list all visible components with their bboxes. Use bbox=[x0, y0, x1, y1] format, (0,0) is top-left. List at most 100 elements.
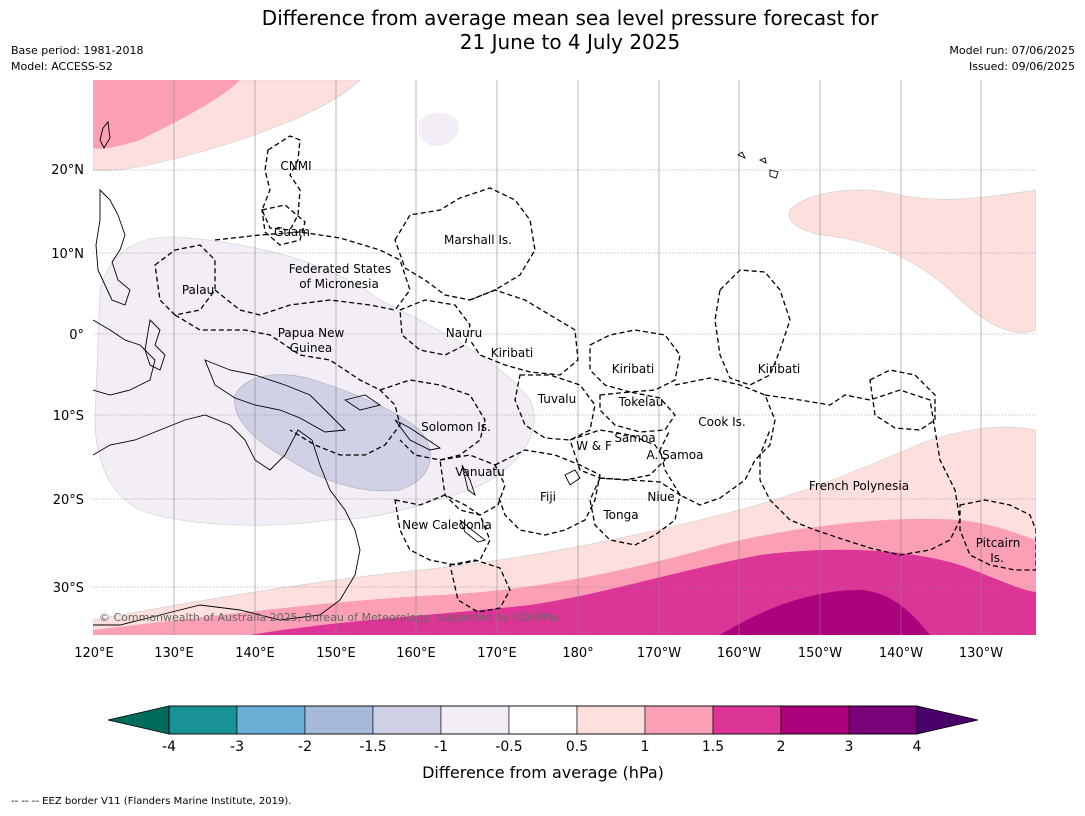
label-cook: Cook Is. bbox=[698, 415, 745, 429]
colorbar-swatches bbox=[168, 705, 918, 735]
title-line-2: 21 June to 4 July 2025 bbox=[459, 30, 681, 54]
colorbar-swatch bbox=[440, 705, 510, 735]
coast-australia bbox=[93, 414, 361, 626]
eez-palau bbox=[154, 244, 216, 316]
label-cnmi: CNMI bbox=[280, 159, 311, 173]
coast-philippines bbox=[95, 188, 131, 306]
map-panel: CNMI Guam Marshall Is. Federated States … bbox=[93, 80, 1036, 635]
eez-fsm bbox=[214, 231, 411, 316]
eez-frenchpoly bbox=[759, 389, 961, 556]
coast-taiwan bbox=[99, 120, 111, 149]
coast-new-guinea bbox=[204, 359, 346, 433]
coast-solomons bbox=[394, 419, 442, 451]
longitude-labels: 120°E 130°E 140°E 150°E 160°E 170°E 180°… bbox=[74, 646, 1003, 661]
lat-label: 30°S bbox=[53, 581, 84, 596]
colorbar-label: Difference from average (hPa) bbox=[422, 763, 664, 782]
label-fsm-line1: Federated States bbox=[289, 262, 391, 276]
anomaly-area-neg-0-5-north bbox=[418, 112, 459, 147]
eez-solomon bbox=[379, 379, 486, 461]
eez-kiribati-east bbox=[714, 269, 791, 386]
label-solomon: Solomon Is. bbox=[421, 420, 491, 434]
coast-new-britain bbox=[343, 394, 382, 411]
lon-label: 160°E bbox=[396, 646, 436, 661]
label-pitcairn-line2: Is. bbox=[990, 551, 1004, 565]
eez-norfolk bbox=[449, 559, 511, 613]
lon-label: 140°E bbox=[235, 646, 275, 661]
copyright-notice: © Commonwealth of Australia 2025, Bureau… bbox=[99, 611, 562, 624]
lon-label: 120°E bbox=[74, 646, 114, 661]
model-run: Model run: 07/06/2025 bbox=[949, 44, 1075, 57]
label-png-line1: Papua New bbox=[278, 326, 345, 340]
label-palau: Palau bbox=[182, 283, 214, 297]
anomaly-area-neg-1-west bbox=[234, 374, 431, 492]
model-name: Model: ACCESS-S2 bbox=[11, 60, 113, 73]
base-period: Base period: 1981-2018 bbox=[11, 44, 144, 57]
colorbar-swatch bbox=[712, 705, 782, 735]
label-nauru: Nauru bbox=[446, 326, 482, 340]
issued-date: Issued: 09/06/2025 bbox=[968, 60, 1075, 73]
lat-label: 0° bbox=[69, 328, 84, 343]
colorbar-outline bbox=[168, 705, 918, 735]
colorbar-tick-labels: -4 -3 -2 -1.5 -1 -0.5 0.5 1 1.5 2 3 4 bbox=[162, 739, 922, 755]
eez-kiribati-west bbox=[469, 289, 579, 376]
eez-cook bbox=[659, 377, 776, 506]
label-tuvalu: Tuvalu bbox=[537, 392, 577, 406]
cb-tick-label: -1.5 bbox=[359, 739, 386, 755]
coast-hawaii bbox=[737, 151, 779, 179]
colorbar-swatch bbox=[304, 705, 374, 735]
map-title: Difference from average mean sea level p… bbox=[0, 6, 1085, 54]
cb-tick-label: 1.5 bbox=[702, 739, 724, 755]
label-kiribati-central: Kiribati bbox=[612, 362, 654, 376]
label-frenchpoly: French Polynesia bbox=[809, 479, 909, 493]
eez-pitcairn bbox=[959, 499, 1036, 571]
cb-tick-label: 3 bbox=[845, 739, 854, 755]
graticule bbox=[93, 80, 1036, 635]
colorbar-swatch bbox=[848, 705, 918, 735]
label-newcal: New Caledonia bbox=[402, 518, 492, 532]
label-kiribati-east: Kiribati bbox=[758, 362, 800, 376]
lon-label: 130°E bbox=[154, 646, 194, 661]
label-asamoa: A. Samoa bbox=[647, 448, 704, 462]
colorbar: -4 -3 -2 -1.5 -1 -0.5 0.5 1 1.5 2 3 4 Di… bbox=[107, 705, 979, 782]
meta-right: Model run: 07/06/2025 Issued: 09/06/2025 bbox=[949, 43, 1075, 75]
lat-label: 10°S bbox=[53, 409, 84, 424]
colorbar-swatch bbox=[372, 705, 442, 735]
coast-borneo-sulawesi bbox=[93, 319, 156, 396]
coast-vanuatu bbox=[461, 464, 476, 497]
title-line-1: Difference from average mean sea level p… bbox=[261, 6, 879, 30]
colorbar-swatch bbox=[644, 705, 714, 735]
meta-left: Base period: 1981-2018 Model: ACCESS-S2 bbox=[11, 43, 143, 75]
label-fsm-line2: of Micronesia bbox=[299, 277, 379, 291]
cb-tick-label: 0.5 bbox=[566, 739, 588, 755]
lon-label: 150°W bbox=[798, 646, 842, 661]
lat-label: 10°N bbox=[51, 247, 84, 262]
label-wf: W & F bbox=[576, 439, 612, 453]
coastlines bbox=[93, 120, 779, 626]
eez-tuvalu bbox=[514, 374, 596, 441]
colorbar-extend-low bbox=[107, 705, 170, 735]
label-tokelau: Tokelau bbox=[618, 395, 664, 409]
anomaly-area-pos-2-south bbox=[720, 590, 930, 635]
lon-label: 170°E bbox=[477, 646, 517, 661]
colorbar-swatch bbox=[168, 705, 238, 735]
eez-footnote: -- -- -- EEZ border V11 (Flanders Marine… bbox=[11, 796, 292, 807]
lon-label: 170°W bbox=[637, 646, 681, 661]
label-fiji: Fiji bbox=[540, 490, 556, 504]
coast-fiji bbox=[564, 469, 581, 486]
lon-label: 180° bbox=[562, 646, 593, 661]
eez-kiribati-central bbox=[589, 329, 681, 393]
eez-niue-tonga bbox=[589, 477, 681, 546]
lon-label: 160°W bbox=[717, 646, 761, 661]
label-tonga: Tonga bbox=[602, 508, 638, 522]
lon-label: 150°E bbox=[316, 646, 356, 661]
colorbar-swatch bbox=[508, 705, 578, 735]
eez-marshall bbox=[394, 187, 536, 301]
label-vanuatu: Vanuatu bbox=[455, 465, 505, 479]
pressure-anomaly-shading bbox=[93, 80, 1036, 635]
colorbar-extend-high bbox=[916, 705, 979, 735]
eez-fiji bbox=[494, 449, 601, 536]
label-marshall: Marshall Is. bbox=[444, 233, 512, 247]
lon-label: 130°W bbox=[959, 646, 1003, 661]
cb-tick-label: -1 bbox=[434, 739, 448, 755]
label-niue: Niue bbox=[647, 490, 674, 504]
